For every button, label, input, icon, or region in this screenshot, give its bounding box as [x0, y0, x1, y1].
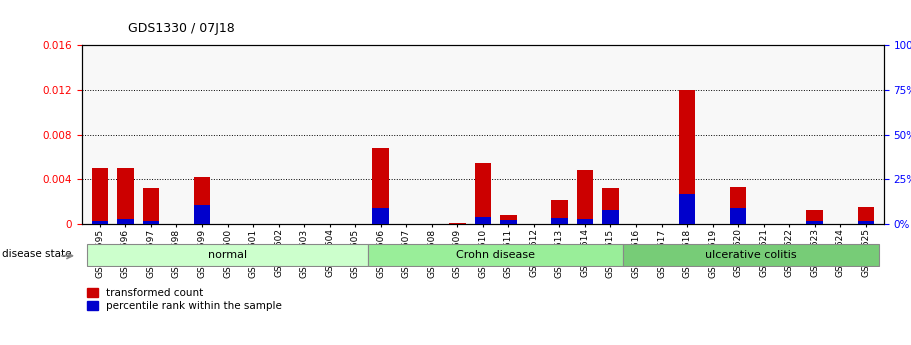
Text: ulcerative colitis: ulcerative colitis	[705, 250, 797, 260]
Bar	[500, 215, 517, 224]
Bar	[87, 244, 368, 266]
Bar	[679, 90, 695, 224]
Bar	[577, 219, 593, 224]
Bar	[602, 188, 619, 224]
Bar	[857, 221, 874, 224]
Text: normal: normal	[208, 250, 247, 260]
Bar	[806, 221, 823, 224]
Text: disease state: disease state	[2, 249, 71, 259]
Bar	[194, 205, 210, 224]
Bar	[857, 207, 874, 224]
Bar	[500, 220, 517, 224]
Bar	[730, 187, 746, 224]
Bar	[551, 199, 568, 224]
Bar	[194, 177, 210, 224]
Bar	[475, 217, 491, 224]
Bar	[143, 188, 159, 224]
Text: Crohn disease: Crohn disease	[456, 250, 535, 260]
Bar	[679, 194, 695, 224]
Legend: transformed count, percentile rank within the sample: transformed count, percentile rank withi…	[87, 288, 281, 311]
Bar	[551, 218, 568, 224]
Bar	[92, 168, 108, 224]
Bar	[806, 210, 823, 224]
Bar	[368, 244, 623, 266]
Bar	[602, 210, 619, 224]
Bar	[475, 162, 491, 224]
Bar	[623, 244, 878, 266]
Bar	[92, 221, 108, 224]
Bar	[577, 170, 593, 224]
Text: GDS1330 / 07J18: GDS1330 / 07J18	[128, 22, 234, 36]
Bar	[143, 221, 159, 224]
Bar	[373, 148, 389, 224]
Bar	[118, 168, 134, 224]
Bar	[118, 219, 134, 224]
Bar	[373, 208, 389, 224]
Bar	[730, 208, 746, 224]
Bar	[449, 223, 466, 224]
